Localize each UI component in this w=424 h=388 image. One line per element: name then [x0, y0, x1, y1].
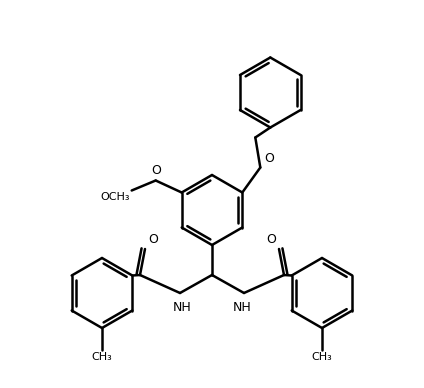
Text: O: O: [266, 233, 276, 246]
Text: CH₃: CH₃: [312, 352, 332, 362]
Text: CH₃: CH₃: [92, 352, 112, 362]
Text: NH: NH: [173, 301, 191, 314]
Text: O: O: [151, 163, 161, 177]
Text: O: O: [148, 233, 158, 246]
Text: OCH₃: OCH₃: [100, 192, 130, 203]
Text: O: O: [264, 151, 274, 165]
Text: NH: NH: [233, 301, 251, 314]
